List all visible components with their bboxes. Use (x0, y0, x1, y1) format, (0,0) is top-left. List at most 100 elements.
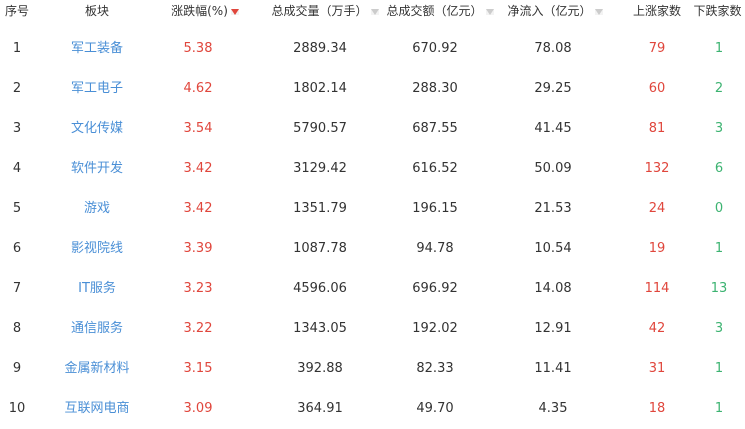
cell-inflow: 4.35 (538, 401, 568, 416)
cell-inflow: 10.54 (534, 241, 572, 256)
cell-change: 4.62 (183, 81, 213, 96)
cell-rank: 10 (8, 401, 26, 416)
cell-down: 6 (714, 161, 724, 176)
sort-icon[interactable] (594, 8, 603, 15)
cell-sector[interactable]: 军工电子 (70, 81, 123, 96)
cell-up: 18 (648, 401, 666, 416)
cell-inflow: 21.53 (534, 201, 572, 216)
sort-icon[interactable] (370, 8, 379, 15)
cell-amount: 192.02 (412, 321, 458, 336)
cell-rank: 9 (12, 361, 22, 376)
cell-volume: 1343.05 (293, 321, 347, 336)
cell-volume: 5790.57 (293, 121, 347, 136)
cell-up: 42 (648, 321, 666, 336)
cell-amount: 616.52 (412, 161, 458, 176)
cell-down: 1 (714, 41, 724, 56)
cell-inflow: 12.91 (534, 321, 572, 336)
cell-rank: 5 (12, 201, 22, 216)
cell-up: 31 (648, 361, 666, 376)
cell-inflow: 50.09 (534, 161, 572, 176)
cell-inflow: 78.08 (534, 41, 572, 56)
sort-icon[interactable] (485, 8, 494, 15)
cell-volume: 1351.79 (293, 201, 347, 216)
cell-up: 19 (648, 241, 666, 256)
cell-inflow: 14.08 (534, 281, 572, 296)
cell-rank: 7 (12, 281, 22, 296)
cell-change: 3.15 (183, 361, 213, 376)
cell-up: 79 (648, 41, 666, 56)
cell-amount: 94.78 (416, 241, 454, 256)
cell-sector[interactable]: 金属新材料 (64, 361, 130, 376)
cell-sector[interactable]: 通信服务 (70, 321, 123, 336)
cell-inflow: 41.45 (534, 121, 572, 136)
cell-amount: 288.30 (412, 81, 458, 96)
cell-change: 3.22 (183, 321, 213, 336)
cell-sector[interactable]: 文化传媒 (70, 121, 123, 136)
cell-down: 2 (714, 81, 724, 96)
cell-sector[interactable]: 游戏 (83, 201, 110, 216)
cell-down: 1 (714, 361, 724, 376)
table-row[interactable]: 4 软件开发 3.42 3129.42 616.52 50.09 132 6 (0, 158, 745, 180)
table-row[interactable]: 1 军工装备 5.38 2889.34 670.92 78.08 79 1 (0, 38, 745, 60)
cell-volume: 3129.42 (293, 161, 347, 176)
cell-amount: 49.70 (416, 401, 454, 416)
cell-down: 1 (714, 401, 724, 416)
cell-down: 1 (714, 241, 724, 256)
table-row[interactable]: 10 互联网电商 3.09 364.91 49.70 4.35 18 1 (0, 398, 745, 420)
cell-volume: 4596.06 (293, 281, 347, 296)
cell-sector[interactable]: 影视院线 (70, 241, 123, 256)
cell-volume: 392.88 (297, 361, 343, 376)
cell-change: 3.23 (183, 281, 213, 296)
cell-change: 3.09 (183, 401, 213, 416)
table-row[interactable]: 8 通信服务 3.22 1343.05 192.02 12.91 42 3 (0, 318, 745, 340)
table-row[interactable]: 6 影视院线 3.39 1087.78 94.78 10.54 19 1 (0, 238, 745, 260)
cell-inflow: 29.25 (534, 81, 572, 96)
cell-sector[interactable]: 互联网电商 (64, 401, 130, 416)
cell-rank: 6 (12, 241, 22, 256)
cell-change: 3.54 (183, 121, 213, 136)
cell-change: 3.39 (183, 241, 213, 256)
cell-sector[interactable]: 军工装备 (70, 41, 123, 56)
cell-inflow: 11.41 (534, 361, 572, 376)
cell-amount: 82.33 (416, 361, 454, 376)
cell-amount: 687.55 (412, 121, 458, 136)
cell-up: 24 (648, 201, 666, 216)
header-amount[interactable]: 总成交额（亿元） (385, 0, 495, 22)
cell-down: 0 (714, 201, 724, 216)
cell-volume: 364.91 (297, 401, 343, 416)
table-row[interactable]: 2 军工电子 4.62 1802.14 288.30 29.25 60 2 (0, 78, 745, 100)
cell-down: 13 (710, 281, 728, 296)
header-down: 下跌家数 (693, 4, 742, 18)
header-change[interactable]: 涨跌幅(%) (160, 0, 250, 22)
cell-up: 81 (648, 121, 666, 136)
cell-volume: 1802.14 (293, 81, 347, 96)
table-row[interactable]: 3 文化传媒 3.54 5790.57 687.55 41.45 81 3 (0, 118, 745, 140)
cell-change: 3.42 (183, 161, 213, 176)
table-row[interactable]: 9 金属新材料 3.15 392.88 82.33 11.41 31 1 (0, 358, 745, 380)
cell-sector[interactable]: IT服务 (78, 281, 116, 296)
table-header: 序号 板块 涨跌幅(%) 总成交量（万手） 总成交额（亿元） 净流入（亿元） 上… (0, 0, 745, 22)
cell-up: 60 (648, 81, 666, 96)
sort-desc-icon[interactable] (230, 8, 239, 15)
cell-sector[interactable]: 软件开发 (70, 161, 123, 176)
header-inflow[interactable]: 净流入（亿元） (505, 0, 605, 22)
cell-rank: 1 (12, 41, 22, 56)
cell-down: 3 (714, 121, 724, 136)
header-sector: 板块 (84, 4, 109, 18)
cell-amount: 670.92 (412, 41, 458, 56)
table-row[interactable]: 5 游戏 3.42 1351.79 196.15 21.53 24 0 (0, 198, 745, 220)
cell-rank: 3 (12, 121, 22, 136)
header-up: 上涨家数 (632, 4, 681, 18)
cell-rank: 8 (12, 321, 22, 336)
table-row[interactable]: 7 IT服务 3.23 4596.06 696.92 14.08 114 13 (0, 278, 745, 300)
cell-rank: 2 (12, 81, 22, 96)
cell-up: 114 (644, 281, 670, 296)
header-volume[interactable]: 总成交量（万手） (265, 0, 385, 22)
header-volume-label: 总成交量（万手） (271, 4, 368, 18)
header-inflow-label: 净流入（亿元） (507, 4, 592, 18)
cell-amount: 196.15 (412, 201, 458, 216)
header-change-label: 涨跌幅(%) (171, 4, 228, 18)
cell-amount: 696.92 (412, 281, 458, 296)
header-rank: 序号 (4, 4, 29, 18)
